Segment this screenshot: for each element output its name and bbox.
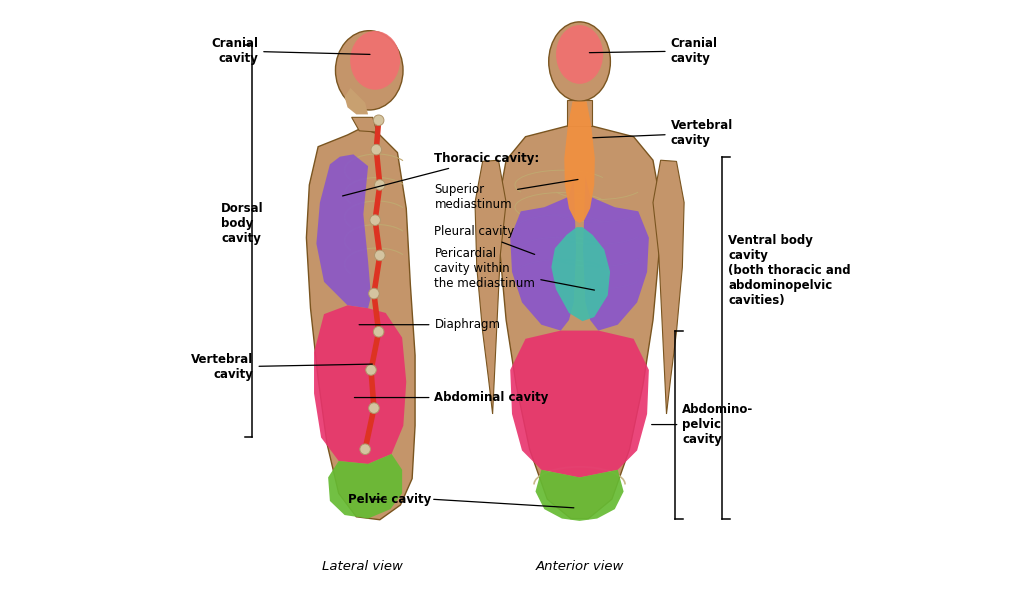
Text: Pelvic cavity: Pelvic cavity: [348, 493, 431, 506]
Polygon shape: [316, 154, 371, 308]
Text: Abdominal cavity: Abdominal cavity: [354, 391, 549, 404]
Circle shape: [369, 403, 379, 413]
Text: Cranial
cavity: Cranial cavity: [590, 37, 718, 65]
Text: Superior
mediastinum: Superior mediastinum: [434, 180, 578, 211]
Circle shape: [374, 327, 384, 337]
Polygon shape: [475, 160, 506, 414]
Polygon shape: [345, 88, 368, 114]
Circle shape: [370, 215, 380, 225]
Circle shape: [369, 288, 379, 299]
Polygon shape: [510, 176, 577, 330]
Ellipse shape: [556, 25, 603, 84]
Text: Ventral body
cavity
(both thoracic and
abdominopelvic
cavities): Ventral body cavity (both thoracic and a…: [728, 234, 851, 307]
Ellipse shape: [336, 31, 403, 110]
Polygon shape: [351, 117, 377, 132]
Text: Anterior view: Anterior view: [536, 560, 624, 573]
Text: Vertebral
cavity: Vertebral cavity: [593, 119, 733, 147]
Text: Vertebral
cavity: Vertebral cavity: [191, 353, 373, 381]
Polygon shape: [510, 330, 649, 477]
Circle shape: [375, 180, 385, 190]
Text: Pericardial
cavity within
the mediastinum: Pericardial cavity within the mediastinu…: [434, 247, 595, 291]
Text: Lateral view: Lateral view: [322, 560, 402, 573]
Polygon shape: [306, 129, 415, 519]
Text: Cranial
cavity: Cranial cavity: [211, 37, 370, 65]
Text: Dorsal
body
cavity: Dorsal body cavity: [221, 202, 264, 244]
Polygon shape: [499, 123, 660, 518]
Circle shape: [371, 144, 382, 155]
Polygon shape: [583, 176, 649, 330]
Ellipse shape: [549, 22, 610, 101]
Text: Thoracic cavity:: Thoracic cavity:: [343, 152, 540, 196]
Ellipse shape: [350, 31, 400, 90]
Circle shape: [366, 365, 376, 375]
Polygon shape: [314, 305, 407, 464]
Text: Pleural cavity: Pleural cavity: [434, 225, 535, 254]
Circle shape: [375, 250, 385, 261]
Circle shape: [374, 115, 384, 126]
Polygon shape: [653, 160, 684, 414]
Polygon shape: [536, 470, 624, 521]
Text: Abdomino-
pelvic
cavity: Abdomino- pelvic cavity: [651, 403, 754, 446]
Polygon shape: [566, 100, 593, 126]
Polygon shape: [564, 101, 595, 223]
Polygon shape: [328, 454, 402, 518]
Circle shape: [359, 444, 371, 454]
Text: Diaphragm: Diaphragm: [359, 318, 501, 331]
Polygon shape: [551, 227, 610, 321]
